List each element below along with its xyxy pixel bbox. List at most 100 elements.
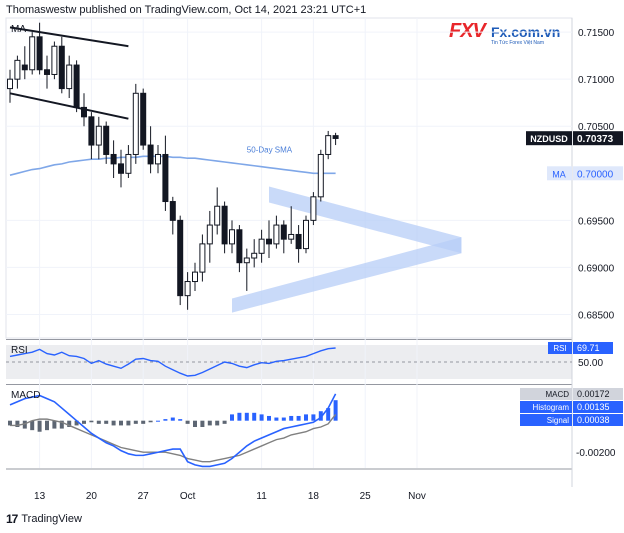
candle-body	[125, 153, 132, 174]
rsi-value-tag-bg	[573, 342, 613, 354]
histogram-bar	[126, 420, 131, 426]
histogram-bar	[74, 420, 79, 426]
candle-body	[288, 233, 295, 240]
candle-body	[88, 116, 95, 146]
ma-value-tag-bg	[573, 166, 623, 181]
signal-line	[10, 413, 337, 463]
symbol-tag: NZDUSD	[530, 134, 568, 144]
logo-mark: FXV	[449, 20, 486, 42]
candle-body	[273, 224, 280, 245]
candle-body	[258, 238, 265, 254]
candle-body	[303, 219, 309, 250]
histogram-bar	[304, 414, 308, 421]
time-tick-label: 27	[138, 491, 150, 502]
candle-body	[66, 64, 73, 90]
histogram-bar	[67, 420, 72, 427]
histogram-bar	[104, 420, 109, 424]
macd-value-tag-bg	[573, 414, 623, 426]
symbol-tag-bg	[526, 131, 572, 146]
triangle-lower-band	[232, 237, 462, 313]
candle-body	[229, 229, 235, 245]
macd-value-tag: 0.00172	[577, 389, 610, 399]
last-price-tag: 0.70373	[577, 134, 614, 145]
histogram-bar	[311, 414, 316, 421]
time-tick-label: Nov	[408, 491, 426, 502]
ma-tag-bg	[547, 166, 572, 181]
candle-body	[140, 92, 147, 146]
histogram-bar	[170, 417, 175, 421]
histogram-bar	[200, 420, 205, 427]
candle-body	[169, 201, 176, 221]
logo-tagline: Tin Tức Forex Việt Nam	[491, 40, 544, 46]
histogram-bar	[8, 420, 12, 426]
sma-annotation: 50-Day SMA	[247, 146, 293, 155]
candle-body	[192, 271, 198, 283]
time-tick-label: 25	[360, 491, 372, 502]
published-header: Thomaswestw published on TradingView.com…	[6, 4, 367, 16]
candle-body	[29, 36, 36, 71]
macd-tag: MACD	[545, 390, 569, 399]
time-tick-label: 20	[86, 491, 98, 502]
ma-tag: MA	[552, 169, 566, 179]
candle-body	[36, 36, 43, 71]
macd-value-tag-bg	[573, 388, 623, 400]
rsi-line	[9, 347, 336, 377]
candle-body	[266, 238, 272, 245]
candle-body	[251, 252, 258, 259]
histogram-bar	[318, 411, 323, 421]
histogram-bar	[326, 408, 331, 421]
candle-body	[14, 59, 21, 80]
macd-value-tag-bg	[573, 401, 623, 413]
histogram-bar	[281, 417, 286, 421]
candle-body	[199, 243, 206, 273]
time-tick-label: Oct	[180, 491, 196, 502]
candle-body	[132, 92, 139, 155]
channel-upper-line	[9, 26, 129, 48]
last-price-tag-bg	[573, 131, 623, 146]
candle-body	[7, 78, 13, 90]
time-tick-label: 11	[256, 491, 267, 502]
candle-body	[118, 163, 124, 174]
candle-body	[73, 64, 80, 108]
macd-tag: Histogram	[533, 403, 570, 412]
rsi-tag: RSI	[553, 344, 566, 353]
price-tick-label: 0.68500	[578, 310, 615, 321]
rsi-value-tag: 69.71	[577, 343, 600, 353]
histogram-bar	[96, 420, 101, 424]
candle-body	[162, 153, 169, 203]
candle-body	[317, 153, 324, 198]
macd-tick-label: -0.00200	[576, 448, 616, 459]
channel-lower-line	[9, 92, 129, 120]
tradingview-brand: TradingView	[21, 513, 82, 525]
price-tick-label: 0.71500	[578, 28, 615, 39]
histogram-bar	[15, 420, 20, 427]
histogram-bar	[52, 420, 57, 429]
candle-body	[95, 125, 102, 146]
histogram-bar	[185, 420, 190, 424]
histogram-bar	[37, 420, 42, 432]
candle-body	[280, 224, 287, 240]
histogram-bar	[333, 400, 338, 421]
candle-body	[81, 106, 87, 118]
price-tick-label: 0.70500	[578, 122, 615, 133]
main-pane-label: MA	[11, 24, 26, 35]
histogram-bar	[156, 420, 160, 422]
histogram-bar	[244, 412, 249, 421]
triangle-upper-band	[269, 186, 462, 254]
candle-body	[147, 144, 154, 165]
histogram-bar	[296, 415, 301, 421]
sma-50-line	[9, 155, 336, 176]
candle-body	[21, 64, 28, 71]
candle-body	[177, 219, 184, 297]
histogram-bar	[259, 414, 264, 421]
macd-tag-bg	[520, 414, 572, 426]
histogram-bar	[119, 420, 123, 426]
macd-value-tag: 0.00135	[577, 402, 610, 412]
rsi-tag-bg	[548, 342, 572, 354]
histogram-bar	[133, 420, 138, 424]
histogram-bar	[45, 420, 49, 431]
candle-body	[295, 233, 302, 250]
histogram-bar	[89, 420, 94, 423]
candle-body	[325, 135, 332, 155]
